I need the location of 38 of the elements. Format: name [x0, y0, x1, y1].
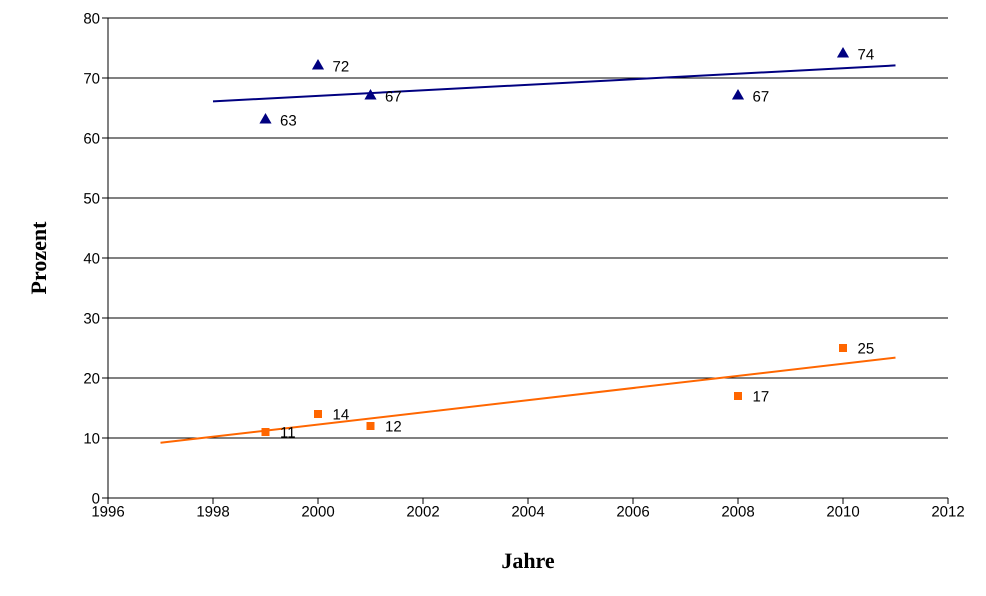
point	[366, 422, 374, 430]
y-tick-label: 40	[83, 250, 100, 268]
data-label: 74	[858, 46, 874, 64]
point	[364, 88, 377, 100]
y-tick-label: 30	[83, 310, 100, 328]
y-tick-label: 50	[83, 190, 100, 208]
point	[839, 344, 847, 352]
point	[734, 392, 742, 400]
point	[312, 58, 324, 70]
data-label: 14	[332, 406, 350, 424]
x-tick-label: 2012	[931, 504, 965, 521]
y-tick-label: 60	[83, 130, 100, 148]
x-tick-label: 2000	[301, 504, 335, 521]
y-tick-label: 10	[83, 430, 100, 448]
x-axis-title: Jahre	[501, 548, 555, 573]
data-label: 72	[332, 58, 350, 76]
x-tick-label: 2002	[406, 504, 440, 521]
x-tick-label: 2010	[826, 504, 860, 521]
point	[259, 112, 272, 124]
data-label: 17	[752, 388, 770, 406]
data-label: 67	[385, 88, 402, 106]
data-label: 25	[858, 340, 874, 358]
y-axis-title: Prozent	[26, 220, 51, 294]
x-tick-label: 2004	[511, 504, 545, 521]
data-label: 11	[280, 424, 296, 442]
x-tick-label: 2008	[721, 504, 755, 521]
point	[732, 88, 744, 100]
point	[262, 428, 270, 436]
y-tick-label: 80	[83, 10, 100, 28]
x-tick-label: 1998	[196, 504, 230, 521]
y-tick-label: 70	[83, 70, 100, 88]
point	[836, 46, 850, 58]
data-label: 67	[752, 88, 770, 106]
point	[314, 410, 322, 418]
data-label: 63	[280, 112, 297, 130]
data-label: 12	[385, 418, 402, 436]
y-tick-label: 20	[83, 370, 100, 388]
x-tick-label: 2006	[616, 504, 650, 521]
